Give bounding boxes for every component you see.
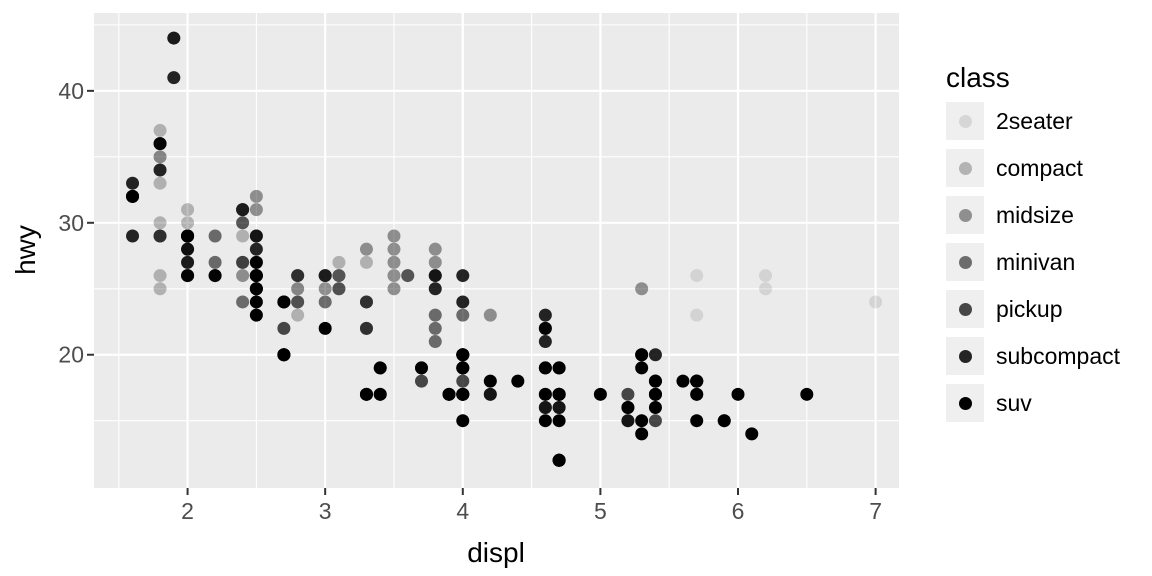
legend-entry-minivan: minivan (946, 243, 1120, 281)
legend-key-swatch (946, 384, 984, 422)
legend-entry-suv: suv (946, 384, 1120, 422)
legend-key-swatch (946, 290, 984, 328)
x-tick-label: 2 (181, 498, 194, 524)
y-tick-label: 40 (58, 78, 84, 104)
legend-entry-compact: compact (946, 149, 1120, 187)
legend-label: compact (996, 154, 1083, 181)
legend-label: midsize (996, 201, 1074, 228)
plot-panel (94, 13, 899, 488)
legend-point-icon (958, 255, 972, 269)
x-tick-labels: 2 3 4 5 6 7 (181, 498, 882, 524)
x-tick-label: 3 (319, 498, 332, 524)
legend-entries: 2seater compact midsize minivan pickup subcom… (946, 102, 1120, 422)
y-axis-title: hwy (10, 225, 41, 275)
legend-key-swatch (946, 196, 984, 234)
legend-point-icon (958, 396, 972, 410)
legend-entry-2seater: 2seater (946, 102, 1120, 140)
points-suv (249, 255, 814, 467)
x-tick-label: 5 (594, 498, 607, 524)
x-axis-title: displ (467, 537, 525, 568)
legend-label: subcompact (996, 342, 1121, 369)
x-tick-label: 6 (732, 498, 745, 524)
y-tick-label: 20 (58, 342, 84, 368)
legend-key-swatch (946, 243, 984, 281)
legend-key-swatch (946, 337, 984, 375)
x-tick-label: 4 (456, 498, 469, 524)
legend-entry-midsize: midsize (946, 196, 1120, 234)
y-tick-label: 30 (58, 210, 84, 236)
legend-key-swatch (946, 149, 984, 187)
points-minivan (236, 295, 470, 401)
legend-point-icon (958, 114, 972, 128)
legend-point-icon (958, 208, 972, 222)
x-tick-label: 7 (869, 498, 882, 524)
legend-entry-pickup: pickup (946, 290, 1120, 328)
legend-point-icon (958, 349, 972, 363)
legend-label: 2seater (996, 107, 1073, 134)
legend: class 2seater compact midsize minivan pickup… (946, 63, 1120, 431)
legend-label: suv (996, 389, 1032, 416)
points-2seater (690, 269, 883, 322)
y-tick-labels: 20 30 40 (58, 78, 84, 368)
legend-title: class (946, 62, 1010, 93)
legend-label: pickup (996, 295, 1063, 322)
legend-point-icon (958, 302, 972, 316)
legend-point-icon (958, 161, 972, 175)
legend-key-swatch (946, 102, 984, 140)
legend-entry-subcompact: subcompact (946, 337, 1120, 375)
axis-ticks (87, 89, 877, 495)
legend-label: minivan (996, 248, 1076, 275)
